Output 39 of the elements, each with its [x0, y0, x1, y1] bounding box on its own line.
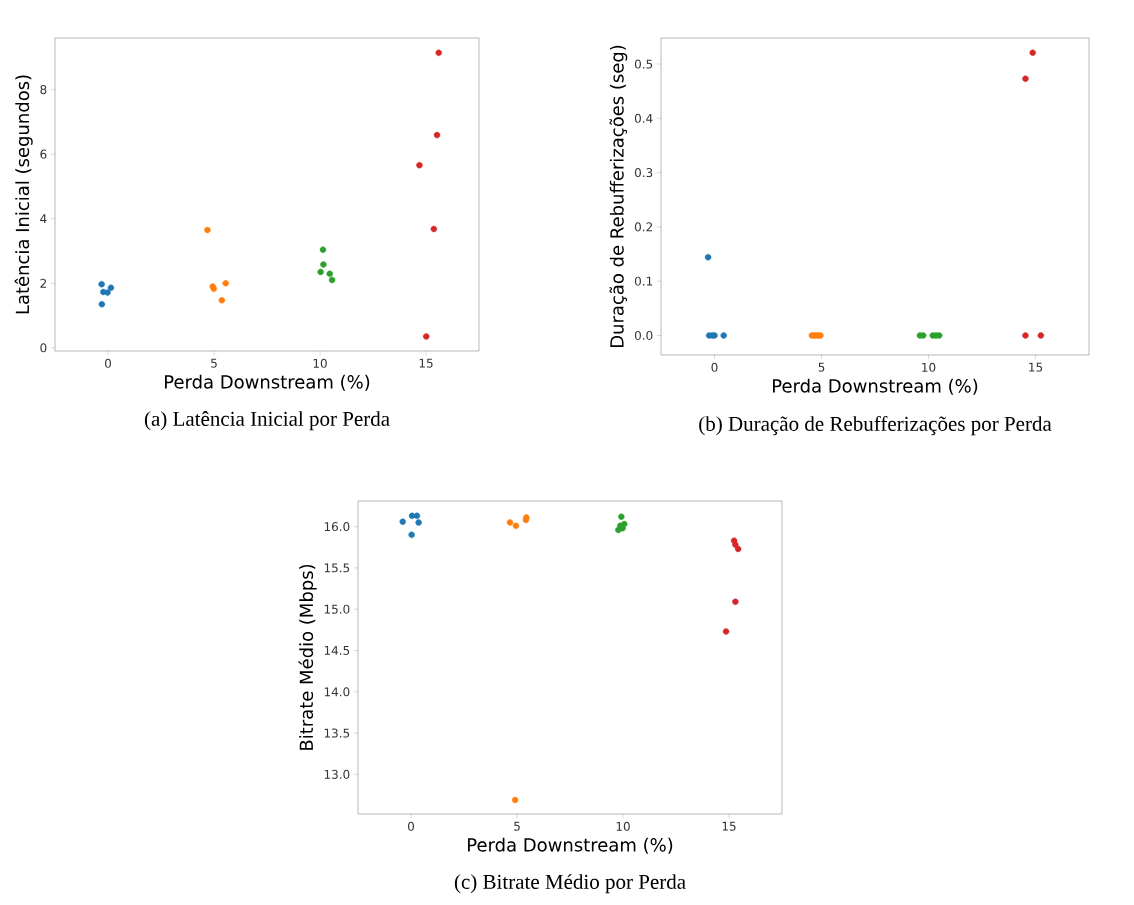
x-tick-label: 0	[711, 362, 718, 372]
text: (b) Duração de Rebufferizações por Perda	[699, 415, 1052, 436]
y-tick-label: 4	[40, 214, 47, 224]
x-tick-label: 10	[616, 821, 630, 831]
x-tick-label: 5	[514, 821, 520, 831]
y-tick-label: 14.0	[324, 687, 350, 697]
x-tick-label: 10	[313, 358, 327, 368]
y-tick-label: 0.2	[634, 222, 652, 232]
x-tick-label: 15	[1029, 362, 1043, 372]
y-tick-label: 0.3	[634, 168, 653, 178]
y-tick-label: 16.0	[324, 522, 350, 532]
x-axis-title: Perda Downstream (%)	[165, 374, 370, 391]
text: (c) Bitrate Médio por Perda	[454, 874, 686, 894]
text: (a) Latência Inicial por Perda	[144, 411, 390, 431]
y-axis-title: Duração de Rebufferizações (seg)	[609, 45, 628, 347]
y-tick-label: 13.5	[324, 728, 350, 738]
x-axis-title: Perda Downstream (%)	[468, 837, 673, 854]
x-tick-label: 0	[407, 821, 415, 831]
y-tick-label: 0.5	[634, 59, 653, 69]
y-tick-label: 13.0	[324, 769, 350, 779]
x-tick-label: 10	[922, 362, 936, 372]
x-tick-label: 15	[419, 358, 433, 368]
x-axis-title: Perda Downstream (%)	[773, 378, 978, 395]
y-tick-label: 0.4	[634, 113, 653, 123]
y-tick-label: 14.5	[324, 646, 350, 655]
y-tick-label: 8	[40, 85, 47, 95]
y-tick-label: 6	[40, 149, 47, 159]
y-tick-label: 0.0	[634, 330, 653, 340]
y-tick-label: 2	[40, 278, 46, 288]
x-tick-label: 15	[722, 821, 736, 831]
y-tick-label: 0	[40, 343, 47, 353]
x-tick-label: 5	[818, 362, 825, 372]
y-tick-label: 0.1	[634, 276, 653, 286]
y-tick-label: 15.0	[324, 604, 350, 614]
x-tick-label: 5	[211, 358, 217, 368]
y-axis-title: Latência Inicial (segundos)	[14, 75, 33, 314]
y-tick-label: 15.5	[324, 563, 350, 573]
y-axis-title: Bitrate Médio (Mbps)	[298, 564, 317, 750]
x-tick-label: 0	[104, 358, 112, 368]
